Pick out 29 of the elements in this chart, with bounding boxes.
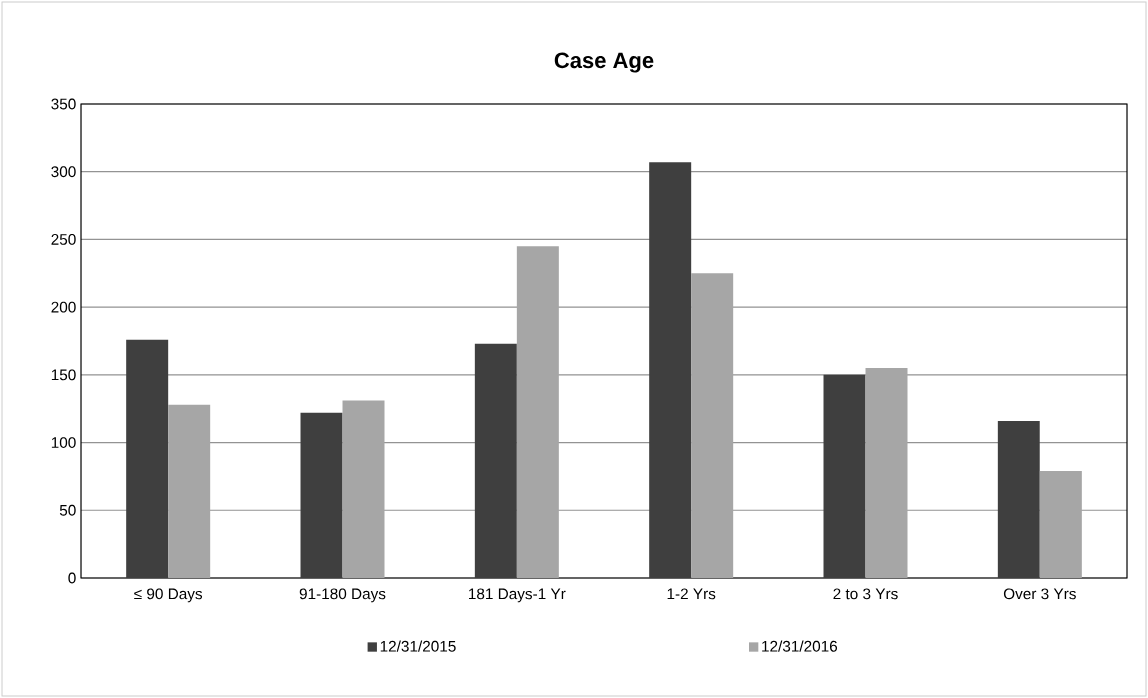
- bar: [649, 162, 692, 578]
- bar: [1039, 471, 1082, 578]
- y-tick-label: 250: [51, 233, 76, 245]
- chart-title: Case Age: [554, 52, 654, 73]
- bar: [691, 273, 734, 578]
- legend-label: 12/31/2016: [762, 640, 838, 652]
- x-tick-label: ≤ 90 Days: [134, 588, 203, 603]
- y-tick-label: 100: [51, 437, 76, 448]
- y-tick-label: 200: [51, 301, 76, 313]
- x-tick-label: 1-2 Yrs: [667, 588, 716, 600]
- y-tick-label: 0: [68, 572, 76, 584]
- bar: [997, 420, 1040, 578]
- x-tick-label: 91-180 Days: [299, 588, 386, 603]
- bar: [516, 246, 559, 578]
- bar: [342, 400, 385, 578]
- bar: [168, 404, 211, 578]
- y-tick-label: 300: [51, 166, 76, 178]
- legend-label: 12/31/2015: [380, 640, 456, 652]
- x-tick-label: 2 to 3 Yrs: [833, 588, 898, 600]
- bar: [474, 343, 517, 578]
- bar: [865, 368, 908, 578]
- x-tick-label: 181 Days-1 Yr: [469, 588, 566, 603]
- x-tick-label: Over 3 Yrs: [1003, 588, 1076, 600]
- bar: [300, 412, 343, 578]
- y-tick-label: 50: [59, 504, 76, 516]
- y-tick-label: 350: [51, 98, 76, 110]
- y-tick-label: 150: [51, 369, 76, 381]
- bar: [126, 339, 169, 578]
- bar: [823, 374, 866, 578]
